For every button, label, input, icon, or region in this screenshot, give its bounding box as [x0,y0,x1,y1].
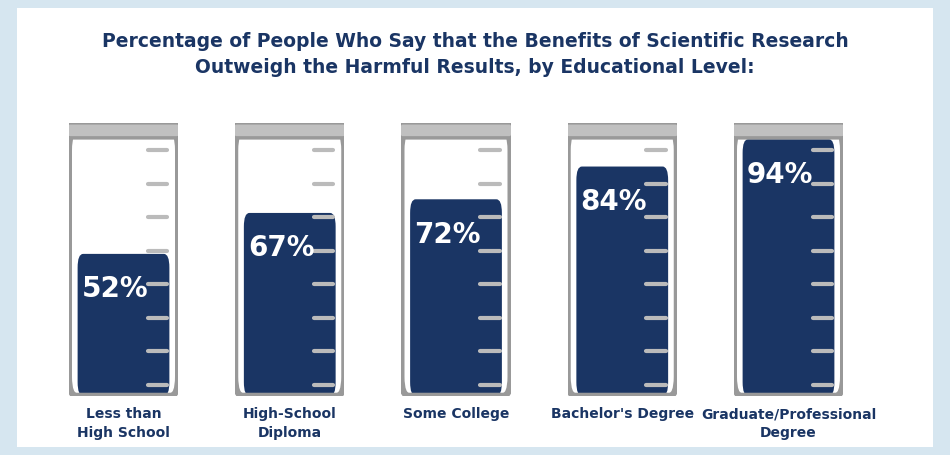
FancyBboxPatch shape [410,199,502,396]
FancyBboxPatch shape [565,123,679,138]
Polygon shape [733,117,844,136]
Polygon shape [401,117,511,136]
Text: Less than
High School: Less than High School [77,407,170,440]
Text: 67%: 67% [248,234,314,263]
Text: High-School
Diploma: High-School Diploma [243,407,336,440]
FancyBboxPatch shape [743,139,834,396]
FancyBboxPatch shape [732,123,846,138]
Text: Graduate/Professional
Degree: Graduate/Professional Degree [701,407,876,440]
FancyBboxPatch shape [399,123,513,138]
Text: Bachelor's Degree: Bachelor's Degree [551,407,694,421]
Text: 84%: 84% [580,188,647,216]
Text: 52%: 52% [82,275,148,303]
Text: 94%: 94% [747,161,813,189]
FancyBboxPatch shape [244,213,335,396]
FancyBboxPatch shape [78,254,169,396]
Polygon shape [69,117,179,136]
FancyBboxPatch shape [233,123,347,138]
Text: 72%: 72% [414,221,481,249]
Polygon shape [236,117,344,136]
Text: Some College: Some College [403,407,509,421]
FancyBboxPatch shape [66,123,180,138]
Polygon shape [568,117,676,136]
Text: Percentage of People Who Say that the Benefits of Scientific Research
Outweigh t: Percentage of People Who Say that the Be… [102,32,848,77]
FancyBboxPatch shape [577,167,668,396]
